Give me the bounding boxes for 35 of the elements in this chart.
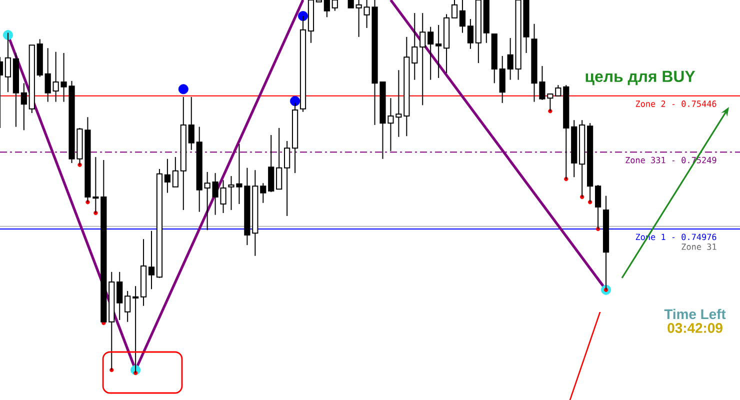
candlestick — [188, 96, 194, 150]
candlestick — [332, 0, 338, 12]
candlestick — [124, 290, 131, 322]
candlestick — [436, 24, 442, 78]
ref-line-label: Zone 2 - 0.75446 — [636, 100, 716, 107]
candlestick — [116, 271, 123, 321]
candlestick — [276, 127, 282, 190]
text: 03:42:09 — [668, 323, 722, 333]
candlestick — [44, 48, 51, 102]
point — [178, 84, 188, 94]
candlestick — [260, 182, 266, 204]
candlestick — [324, 0, 330, 18]
candlestick — [132, 286, 139, 374]
point — [290, 96, 300, 106]
candlestick — [20, 82, 27, 131]
candlestick — [148, 230, 155, 290]
candlestick — [268, 134, 274, 193]
candlestick — [594, 184, 602, 230]
text: Time Left — [664, 308, 726, 320]
candlestick — [555, 84, 562, 96]
candlestick — [164, 158, 170, 194]
candlestick — [420, 12, 426, 106]
candlestick — [412, 12, 418, 80]
candlestick — [499, 55, 506, 104]
candlestick — [4, 32, 12, 93]
candlestick — [459, 0, 466, 34]
annotation: цель для BUY — [586, 70, 696, 86]
candlestick — [284, 140, 290, 216]
candlestick — [172, 156, 178, 188]
candlestick — [467, 18, 474, 50]
point — [2, 30, 13, 40]
ref-line-label: Zone 31 — [682, 244, 716, 250]
candlestick — [428, 26, 434, 80]
point — [298, 11, 308, 22]
candlestick — [451, 0, 458, 18]
